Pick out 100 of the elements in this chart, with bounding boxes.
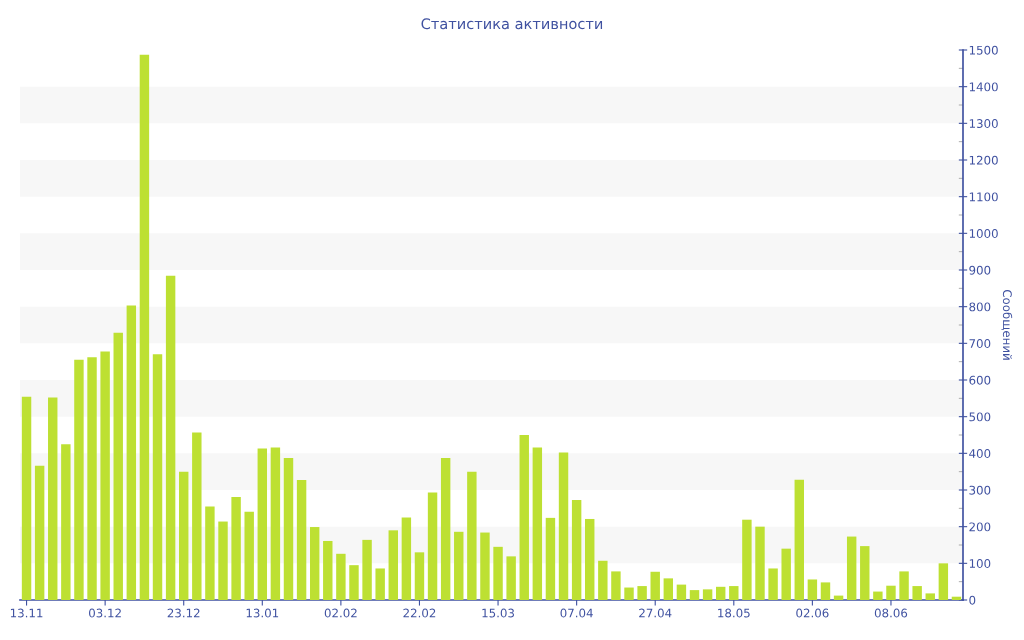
y-tick-label: 300 [969, 485, 991, 495]
y-tick-label: 1200 [969, 155, 998, 165]
bar [860, 546, 870, 600]
bar [925, 593, 935, 600]
bar [205, 506, 215, 600]
bar [362, 539, 372, 600]
bar [768, 568, 778, 600]
bar [139, 54, 150, 600]
x-tick-label: 02.06 [796, 608, 829, 618]
bar [414, 552, 425, 600]
bar [585, 518, 595, 600]
bar [938, 563, 949, 600]
x-tick-label: 13.11 [10, 608, 43, 618]
bar [558, 452, 569, 600]
x-tick-label: 02.02 [324, 608, 357, 618]
bar [440, 458, 451, 600]
bar [231, 496, 241, 600]
y-tick-label: 1500 [969, 45, 998, 55]
bar [48, 397, 58, 600]
bar [781, 548, 791, 600]
bar [899, 571, 909, 600]
bar [218, 521, 228, 600]
y-tick-label: 800 [969, 302, 991, 312]
y-tick-label: 0 [969, 595, 976, 605]
bar [34, 465, 45, 600]
bar [467, 471, 477, 600]
x-tick-label: 13.01 [246, 608, 279, 618]
bar [912, 586, 922, 600]
bar [794, 479, 804, 600]
bar [873, 591, 883, 600]
bar [126, 305, 137, 600]
bar [21, 396, 32, 600]
x-tick-label: 08.06 [874, 608, 908, 618]
x-tick-label: 18.05 [718, 608, 750, 618]
bar [715, 586, 726, 600]
bar [598, 560, 608, 600]
bar [336, 553, 346, 600]
bar [689, 590, 700, 600]
bar [270, 447, 281, 600]
x-tick-label: 03.12 [89, 608, 121, 618]
bar [820, 582, 831, 600]
bar [283, 458, 294, 600]
y-tick-label: 1100 [969, 192, 998, 202]
bar [755, 526, 765, 600]
bar [886, 585, 896, 600]
y-tick-label: 400 [969, 449, 991, 458]
bar [519, 435, 529, 600]
bar [192, 432, 202, 600]
x-tick-label: 15.03 [482, 608, 514, 618]
y-tick-label: 1400 [969, 82, 998, 92]
x-tick-label: 22.02 [403, 608, 436, 618]
bar [257, 448, 268, 600]
y-tick-label: 900 [969, 265, 991, 275]
y-tick-label: 700 [969, 339, 991, 348]
x-tick-label: 27.04 [639, 608, 672, 618]
y-tick-label: 100 [969, 559, 991, 568]
bar [296, 480, 307, 600]
bar [309, 527, 320, 600]
y-tick-label: 200 [969, 522, 991, 532]
bar [650, 571, 660, 600]
bar [74, 359, 84, 600]
y-axis-title: Сообщений [1001, 289, 1013, 360]
y-tick-label: 500 [969, 412, 991, 422]
bar [100, 351, 110, 600]
bar [113, 332, 123, 600]
x-tick-label: 23.12 [167, 608, 200, 618]
bar [846, 536, 857, 600]
bar [493, 546, 503, 600]
bar [663, 578, 674, 600]
bar [506, 556, 516, 600]
bar [702, 589, 713, 600]
bar [729, 586, 739, 600]
bar [742, 519, 752, 600]
bar [388, 530, 398, 600]
bar [624, 587, 634, 600]
bar [571, 499, 582, 600]
bar [152, 354, 163, 600]
bar [611, 571, 621, 600]
bar [165, 275, 176, 600]
y-tick-label: 1000 [969, 229, 998, 238]
bar [532, 447, 543, 600]
x-tick-label: 07.04 [560, 608, 593, 618]
bar [545, 517, 556, 600]
bar [676, 584, 687, 600]
bar [375, 568, 385, 600]
bar [61, 444, 71, 600]
bar [637, 586, 647, 600]
y-tick-label: 600 [969, 375, 991, 385]
chart-title: Статистика активности [421, 18, 603, 30]
bar [401, 517, 412, 600]
bar [480, 532, 490, 600]
bar [807, 579, 818, 600]
bar [87, 357, 97, 600]
bar [454, 531, 464, 600]
bar [244, 511, 254, 600]
y-tick-label: 1300 [969, 119, 998, 128]
bar [427, 492, 438, 600]
bar [179, 471, 189, 600]
bar [349, 565, 359, 600]
bar [323, 540, 333, 600]
